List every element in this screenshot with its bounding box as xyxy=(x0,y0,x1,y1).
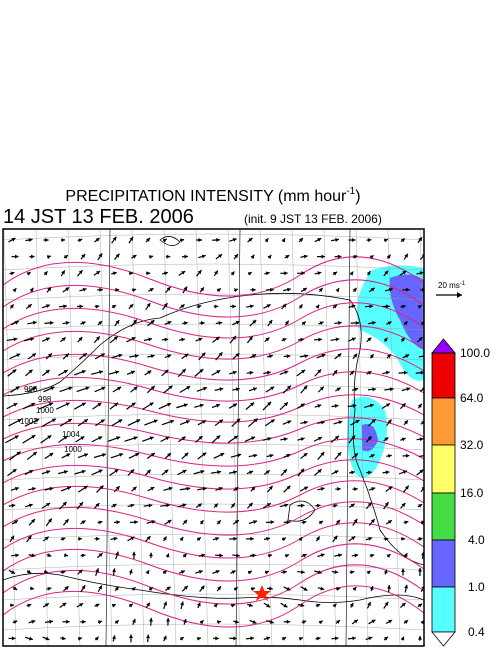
colorbar-cap xyxy=(432,632,455,646)
isobar-label: 998 xyxy=(38,395,52,404)
wind-scale-text: 20 ms xyxy=(438,281,460,290)
isobar-label: 1000 xyxy=(36,406,54,415)
isobar-label: 996 xyxy=(24,385,38,394)
init-time: (init. 9 JST 13 FEB. 2006) xyxy=(244,212,382,226)
scale-arrow-head xyxy=(457,292,462,298)
title: PRECIPITATION INTENSITY (mm hour-1) xyxy=(65,186,360,205)
title-close: ) xyxy=(355,188,360,205)
colorbar-segment xyxy=(432,445,455,493)
colorbar-label: 32.0 xyxy=(460,438,484,452)
isobar-label: 1004 xyxy=(62,430,80,439)
colorbar-label: 64.0 xyxy=(460,391,484,405)
map: 996 998 1000 1002 1004 1000 xyxy=(3,229,432,646)
colorbar-label: 0.4 xyxy=(468,625,485,639)
colorbar-segment xyxy=(432,398,455,445)
colorbar-segment xyxy=(432,493,455,540)
colorbar-segment xyxy=(432,587,455,632)
colorbar-label: 100.0 xyxy=(460,346,490,360)
colorbar xyxy=(432,339,455,646)
isobar-label: 1000 xyxy=(64,445,82,454)
colorbar-labels: 100.0 64.0 32.0 16.0 4.0 1.0 0.4 xyxy=(460,346,490,639)
colorbar-segment xyxy=(432,540,455,587)
colorbar-label: 4.0 xyxy=(468,533,485,547)
wind-scale-label: 20 ms-1 xyxy=(438,281,466,290)
colorbar-segment xyxy=(432,353,455,398)
colorbar-label: 1.0 xyxy=(468,580,485,594)
valid-time: 14 JST 13 FEB. 2006 xyxy=(3,206,194,228)
isobar-label: 1002 xyxy=(20,417,38,426)
wind-scale-exponent: -1 xyxy=(460,281,466,287)
title-text: PRECIPITATION INTENSITY (mm hour xyxy=(65,188,347,205)
colorbar-cap xyxy=(432,339,455,353)
colorbar-label: 16.0 xyxy=(460,486,484,500)
